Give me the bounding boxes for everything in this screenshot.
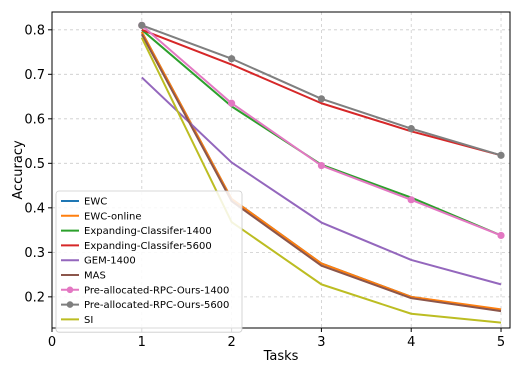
series-line	[141, 76, 502, 286]
x-axis-label: Tasks	[263, 349, 299, 364]
legend: EWC EWC-online Expanding-Classifer-1400 Exp…	[55, 190, 243, 333]
legend-marker	[66, 286, 74, 294]
series-line	[141, 28, 502, 157]
y-tick-label: 0.6	[24, 112, 45, 127]
x-tick-label: 1	[138, 335, 146, 350]
x-tick-label: 2	[227, 335, 235, 350]
legend-label: MAS	[84, 271, 106, 282]
legend-label: Pre-allocated-RPC-Ours-5600	[84, 300, 229, 311]
legend-label: Pre-allocated-RPC-Ours-1400	[84, 285, 229, 296]
data-point	[407, 125, 415, 133]
data-point	[407, 196, 415, 204]
y-tick-label: 0.5	[24, 157, 45, 172]
x-tick-label: 0	[48, 335, 56, 350]
legend-marker	[66, 301, 74, 308]
data-point	[497, 231, 505, 240]
legend-label: EWC	[84, 197, 107, 208]
grid-layer	[52, 12, 510, 328]
y-axis-label: Accuracy	[11, 140, 26, 200]
legend-box	[55, 190, 243, 333]
data-point	[228, 99, 236, 107]
data-point	[138, 21, 146, 29]
series-line	[140, 37, 502, 324]
legend-label: SI	[84, 315, 93, 326]
data-point	[317, 161, 326, 170]
legend-label: Expanding-Classifer-1400	[84, 226, 212, 237]
data-point	[497, 151, 505, 159]
series-layer	[138, 21, 505, 324]
plot-frame	[51, 11, 511, 329]
x-tick-label: 3	[317, 335, 325, 350]
data-point	[228, 55, 236, 63]
axes-layer: 0 1 2 3 4 5 0.2 0.3 0.4 0.5 0.6 0.7 0.8	[24, 11, 511, 350]
series-line	[140, 31, 502, 311]
y-tick-label: 0.8	[24, 23, 45, 38]
y-tick-label: 0.7	[24, 68, 45, 83]
legend-label: EWC-online	[84, 211, 142, 222]
x-tick-label: 4	[407, 335, 415, 350]
series-line	[140, 33, 502, 313]
x-tick-label: 5	[497, 335, 505, 350]
y-tick-label: 0.4	[24, 201, 45, 216]
legend-label: GEM-1400	[84, 256, 136, 267]
y-tick-label: 0.2	[24, 290, 45, 305]
legend-label: Expanding-Classifer-5600	[84, 241, 212, 252]
data-point	[317, 95, 326, 103]
y-tick-label: 0.3	[24, 246, 45, 261]
